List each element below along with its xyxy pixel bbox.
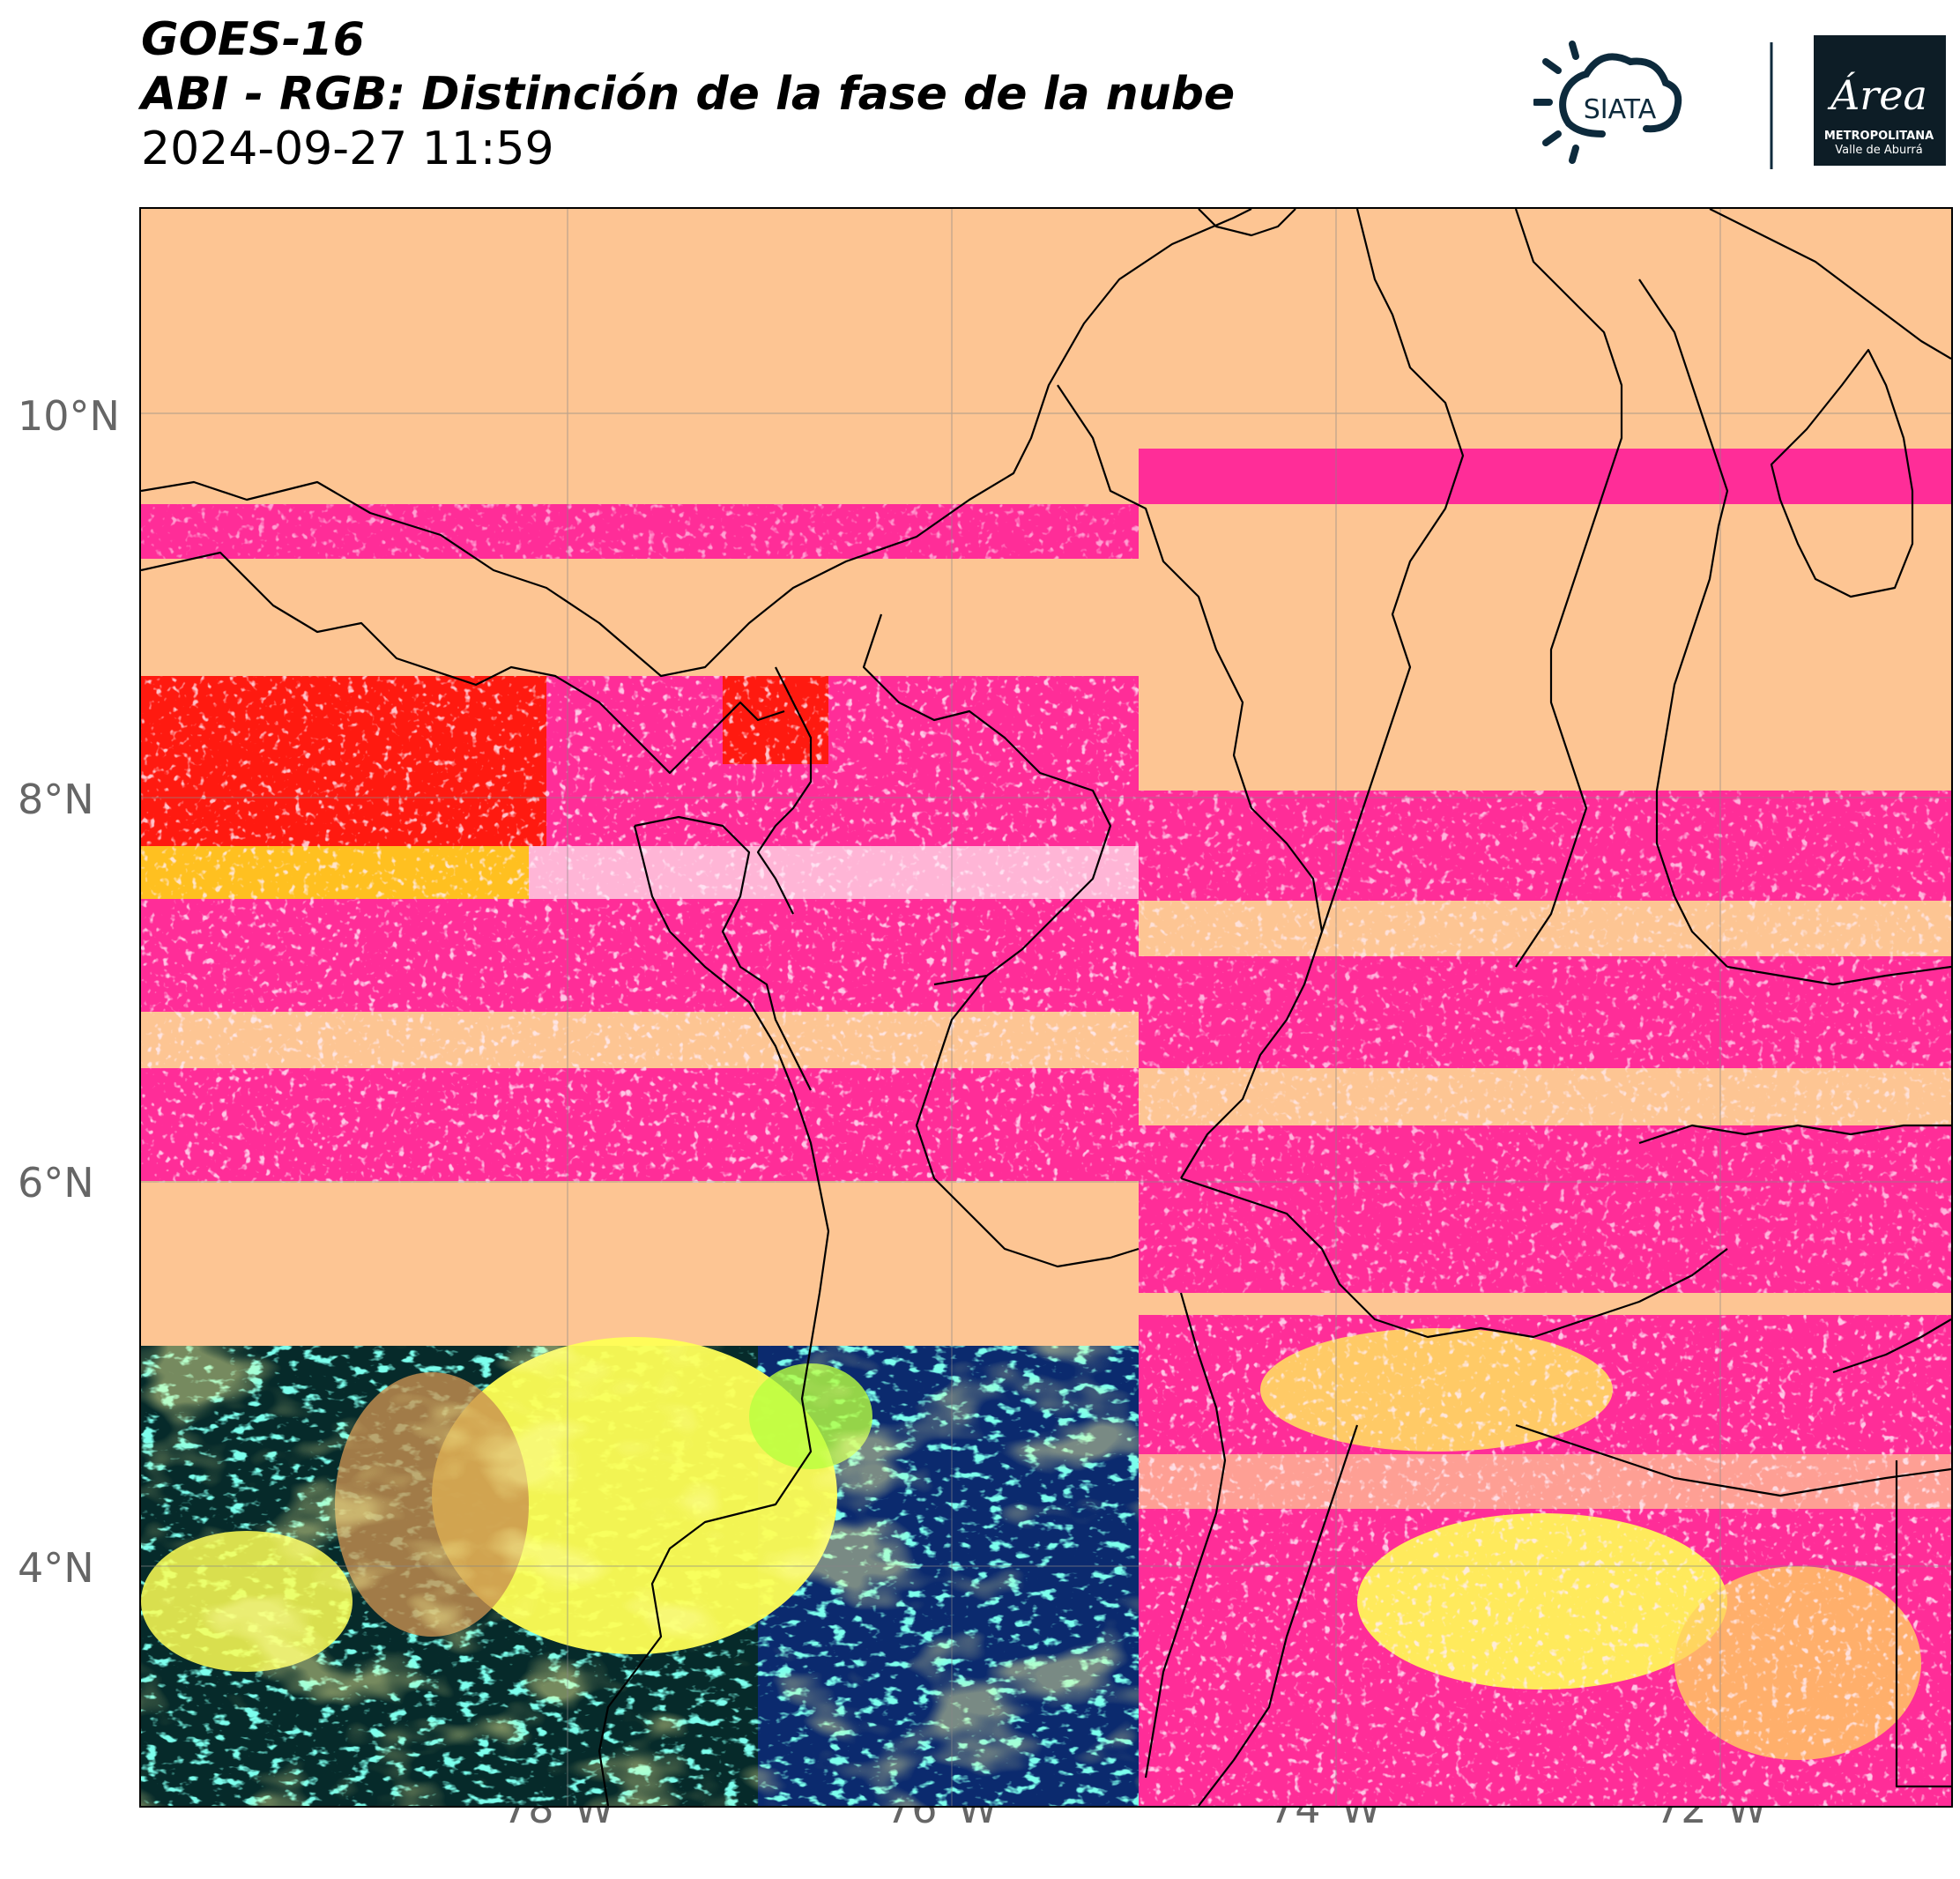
colombia-panama-border xyxy=(634,815,812,1091)
siata-logo: SIATA xyxy=(1533,41,1682,164)
lat-label-10n: 10°N xyxy=(18,392,120,440)
lat-label-6n: 6°N xyxy=(18,1159,94,1207)
map-frame xyxy=(139,207,1953,1808)
title-block: GOES-16 ABI - RGB: Distinción de la fase… xyxy=(141,12,1235,176)
maracaibo-lake xyxy=(1770,348,1914,598)
siata-text: SIATA xyxy=(1584,94,1657,125)
speckle-right xyxy=(1139,791,1951,1293)
speckle-left-top xyxy=(141,504,1139,559)
dept-border-3 xyxy=(1057,384,1324,1179)
pacific-coast xyxy=(598,825,830,1806)
venezuela-border-2 xyxy=(1638,1124,1951,1145)
southeast-quadrant xyxy=(1139,1315,1951,1806)
sw-cloud-texture xyxy=(141,1346,1139,1806)
gulf-uraba xyxy=(756,666,813,915)
venezuela-border xyxy=(1726,965,1951,986)
logos: SIATA Área METROPOLITANA Valle de Aburrá xyxy=(1533,35,1946,169)
dept-border-8 xyxy=(1144,1292,1227,1779)
dept-border-2 xyxy=(915,975,1140,1268)
se-speckle xyxy=(1139,1315,1951,1806)
panama-south-coast xyxy=(141,551,785,775)
dept-border-6 xyxy=(1638,279,1729,968)
panama-north-coast xyxy=(141,209,1252,678)
lat-label-4n: 4°N xyxy=(18,1544,94,1592)
dept-border-1 xyxy=(862,613,1112,986)
rgb-map xyxy=(141,209,1951,1806)
strips-right xyxy=(1139,449,1951,1293)
lat-label-8n: 8°N xyxy=(18,776,94,823)
gridlines xyxy=(141,209,1951,1806)
satellite-title: GOES-16 xyxy=(141,13,365,66)
speckle-left xyxy=(141,676,1139,1183)
guajira-coast xyxy=(1709,209,1951,360)
borders xyxy=(141,209,1951,1806)
dept-border-11 xyxy=(1832,1318,1951,1374)
datetime-label: 2024-09-27 11:59 xyxy=(141,123,554,175)
product-title: ABI - RGB: Distinción de la fase de la n… xyxy=(141,68,1236,121)
area-line1: METROPOLITANA xyxy=(1824,130,1934,143)
dept-border-4 xyxy=(1320,209,1465,932)
vertical-border-east xyxy=(1895,1460,1951,1788)
strip-right-9-7 xyxy=(1139,449,1951,504)
dept-border-9 xyxy=(1198,1424,1359,1806)
dept-border-5 xyxy=(1514,209,1623,968)
area-metropolitana-logo: Área METROPOLITANA Valle de Aburrá xyxy=(1814,35,1946,166)
caribbean-coast-top xyxy=(1198,209,1296,237)
southwest-quadrant xyxy=(141,1337,1139,1806)
dept-border-7 xyxy=(1180,1177,1728,1339)
dept-border-10 xyxy=(1515,1423,1951,1497)
area-script-text: Área xyxy=(1827,71,1927,119)
area-line2: Valle de Aburrá xyxy=(1835,144,1922,157)
